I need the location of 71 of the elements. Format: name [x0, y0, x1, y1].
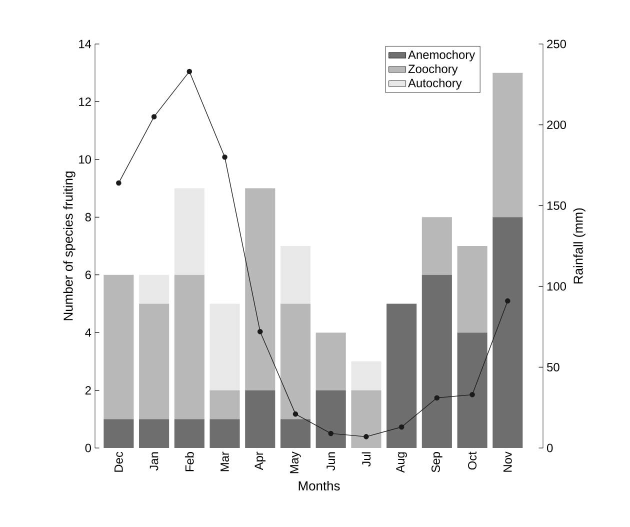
y2-tick-label: 250: [547, 40, 566, 48]
y2-tick-label: 50: [547, 362, 560, 372]
bar: [174, 274, 204, 420]
bar: [245, 390, 276, 448]
y-tick-label: 10: [79, 155, 92, 164]
x-tick-label: Mar: [220, 452, 229, 472]
bar: [245, 188, 276, 390]
x-tick-label: Sep: [432, 452, 442, 472]
x-tick-label: Oct: [468, 452, 477, 470]
point: [328, 430, 334, 436]
bar: [280, 246, 311, 304]
x-tick-label: Jan: [150, 452, 158, 471]
bar: [422, 274, 452, 448]
x-tick-label: Aug: [396, 452, 407, 473]
y-tick-label: 4: [85, 328, 92, 337]
x-tick-label: Apr: [254, 452, 266, 470]
y-tick-label: 14: [79, 40, 92, 48]
bar: [104, 274, 134, 420]
bar: [316, 332, 346, 390]
bar: [210, 419, 240, 448]
bar: [457, 332, 488, 448]
x-tick-label: Jul: [362, 452, 371, 467]
bar: [139, 419, 170, 448]
point: [364, 434, 369, 440]
point: [257, 329, 263, 334]
point: [505, 298, 510, 304]
bar: [351, 361, 382, 390]
bar: [210, 390, 240, 420]
y-tick-label: 8: [85, 212, 91, 222]
x-axis-title: Months: [298, 480, 340, 490]
legend-label: Zoochory: [408, 64, 458, 76]
legend-label: Autochory: [408, 78, 462, 90]
point: [222, 154, 228, 160]
x-tick-label: Jun: [326, 452, 336, 471]
y2-tick-label: 150: [547, 201, 566, 210]
point: [151, 114, 157, 120]
y-tick-label: 6: [85, 270, 91, 280]
y-tick-label: 2: [85, 386, 91, 394]
bar: [316, 390, 346, 448]
bar: [422, 217, 452, 275]
y2-tick-label: 100: [547, 282, 566, 291]
y2-tick-label: 0: [547, 444, 553, 452]
bar: [104, 419, 134, 448]
bar: [174, 188, 204, 275]
x-tick-label: Nov: [503, 452, 512, 472]
bar: [492, 217, 523, 448]
point: [186, 68, 192, 74]
x-tick-label: Feb: [185, 452, 194, 472]
y-tick-label: 12: [79, 98, 91, 106]
point: [292, 411, 298, 417]
bar: [386, 304, 417, 448]
x-tick-label: Dec: [114, 452, 123, 472]
bar: [139, 274, 170, 304]
bar: [174, 419, 204, 448]
bar: [351, 390, 382, 448]
y2-axis-title: Rainfall (mm): [573, 208, 586, 284]
bar: [457, 246, 488, 333]
point: [470, 392, 475, 398]
point: [434, 395, 440, 401]
legend-label: Anemochory: [408, 50, 476, 62]
bar: [280, 304, 311, 420]
bar: [492, 72, 523, 218]
y-axis-title: Number of species fruiting: [63, 172, 76, 320]
point: [116, 180, 122, 186]
point: [398, 424, 404, 430]
y-tick-label: 0: [85, 444, 92, 452]
bar: [139, 304, 170, 420]
x-tick-label: May: [290, 452, 301, 474]
y2-tick-label: 200: [547, 120, 566, 130]
bar: [210, 304, 240, 390]
bar: [280, 419, 311, 448]
